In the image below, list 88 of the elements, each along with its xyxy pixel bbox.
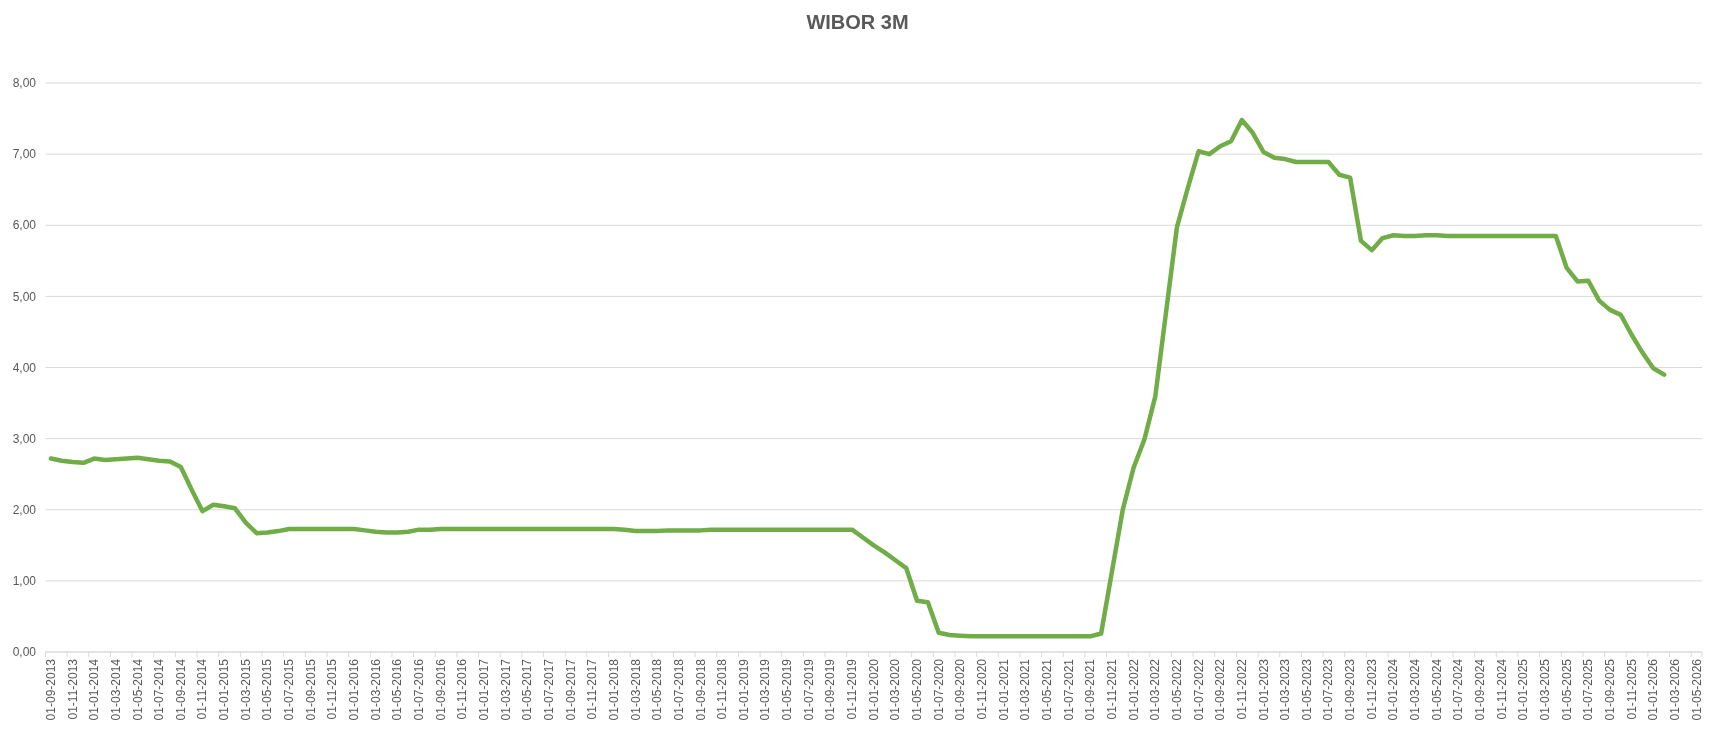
y-tick-label: 1,00 [12,574,37,589]
x-tick-label: 01-07-2022 [1191,658,1206,721]
x-tick-label: 01-01-2017 [476,658,491,721]
x-tick-label: 01-07-2018 [671,658,686,721]
x-tick-label: 01-09-2020 [953,658,968,721]
y-tick-label: 8,00 [12,76,37,91]
x-tick-label: 01-05-2018 [650,658,665,721]
x-tick-label: 01-09-2017 [563,658,578,721]
x-tick-label: 01-01-2024 [1386,658,1401,721]
x-tick-label: 01-03-2026 [1667,658,1682,721]
x-tick-label: 01-11-2020 [975,658,990,720]
y-tick-label: 0,00 [12,645,37,660]
x-tick-label: 01-11-2021 [1104,658,1119,720]
x-tick-label: 01-11-2022 [1234,658,1249,720]
x-tick-label: 01-01-2018 [606,658,621,721]
x-tick-label: 01-09-2024 [1473,658,1488,721]
x-tick-label: 01-03-2024 [1408,658,1423,721]
x-tick-label: 01-09-2016 [433,658,448,721]
x-tick-label: 01-09-2023 [1343,658,1358,721]
x-tick-label: 01-11-2015 [325,658,340,720]
x-tick-label: 01-05-2022 [1169,658,1184,721]
x-tick-label: 01-01-2014 [87,658,102,721]
y-tick-label: 2,00 [12,502,37,517]
chart-title: WIBOR 3M [806,11,909,33]
x-tick-label: 01-05-2025 [1559,658,1574,721]
x-tick-label: 01-01-2015 [217,658,232,721]
y-tick-label: 5,00 [12,289,37,304]
x-tick-label: 01-03-2016 [368,658,383,721]
x-tick-label: 01-03-2025 [1538,658,1553,721]
x-tick-label: 01-01-2019 [736,658,751,721]
x-tick-label: 01-05-2014 [130,658,145,721]
x-tick-label: 01-03-2022 [1148,658,1163,721]
x-tick-label: 01-07-2025 [1581,658,1596,721]
x-tick-label: 01-11-2023 [1364,658,1379,720]
x-tick-label: 01-11-2016 [455,658,470,720]
x-tick-label: 01-07-2023 [1321,658,1336,721]
x-tick-label: 01-09-2021 [1083,658,1098,721]
x-tick-label: 01-03-2021 [1018,658,1033,721]
x-tick-label: 01-11-2014 [195,658,210,720]
x-tick-label: 01-05-2020 [910,658,925,721]
y-tick-label: 4,00 [12,360,37,375]
x-tick-label: 01-09-2015 [303,658,318,721]
x-tick-label: 01-07-2024 [1451,658,1466,721]
x-tick-label: 01-07-2021 [1061,658,1076,721]
y-tick-label: 6,00 [12,218,37,233]
x-tick-label: 01-05-2021 [1039,658,1054,721]
x-tick-label: 01-07-2019 [801,658,816,721]
x-tick-label: 01-11-2013 [65,658,80,720]
x-tick-label: 01-07-2015 [282,658,297,721]
x-tick-label: 01-01-2026 [1646,658,1661,721]
x-tick-label: 01-11-2018 [715,658,730,720]
x-tick-label: 01-09-2019 [823,658,838,721]
x-tick-label: 01-05-2024 [1429,658,1444,721]
x-tick-label: 01-05-2015 [260,658,275,721]
x-tick-label: 01-01-2023 [1256,658,1271,721]
x-tick-label: 01-11-2019 [845,658,860,720]
x-tick-label: 01-01-2021 [996,658,1011,721]
x-tick-label: 01-07-2014 [152,658,167,721]
line-series [48,117,1667,639]
x-tick-label: 01-07-2016 [412,658,427,721]
x-tick-label: 01-03-2023 [1278,658,1293,721]
y-tick-label: 3,00 [12,431,37,446]
x-tick-label: 01-03-2014 [108,658,123,721]
x-tick-label: 01-11-2025 [1624,658,1639,720]
x-tick-label: 01-07-2017 [541,658,556,721]
x-tick-label: 01-09-2014 [173,658,188,721]
x-tick-label: 01-03-2019 [758,658,773,721]
x-tick-label: 01-05-2023 [1299,658,1314,721]
x-tick-label: 01-05-2026 [1689,658,1704,721]
x-tick-label: 01-05-2016 [390,658,405,721]
x-tick-label: 01-01-2022 [1126,658,1141,721]
x-tick-label: 01-05-2017 [520,658,535,721]
x-tick-label: 01-01-2025 [1516,658,1531,721]
x-tick-label: 01-03-2020 [888,658,903,721]
x-tick-label: 01-03-2018 [628,658,643,721]
y-tick-label: 7,00 [12,147,37,162]
x-tick-label: 01-03-2015 [238,658,253,721]
x-tick-label: 01-11-2024 [1494,658,1509,720]
x-tick-label: 01-09-2025 [1602,658,1617,721]
x-tick-label: 01-05-2019 [780,658,795,721]
x-tick-label: 01-09-2018 [693,658,708,721]
x-tick-label: 01-01-2020 [866,658,881,721]
x-tick-label: 01-09-2013 [43,658,58,721]
x-tick-label: 01-09-2022 [1213,658,1228,721]
x-tick-label: 01-07-2020 [931,658,946,721]
x-tick-label: 01-11-2017 [585,658,600,720]
x-tick-label: 01-01-2016 [347,658,362,721]
x-tick-label: 01-03-2017 [498,658,513,721]
